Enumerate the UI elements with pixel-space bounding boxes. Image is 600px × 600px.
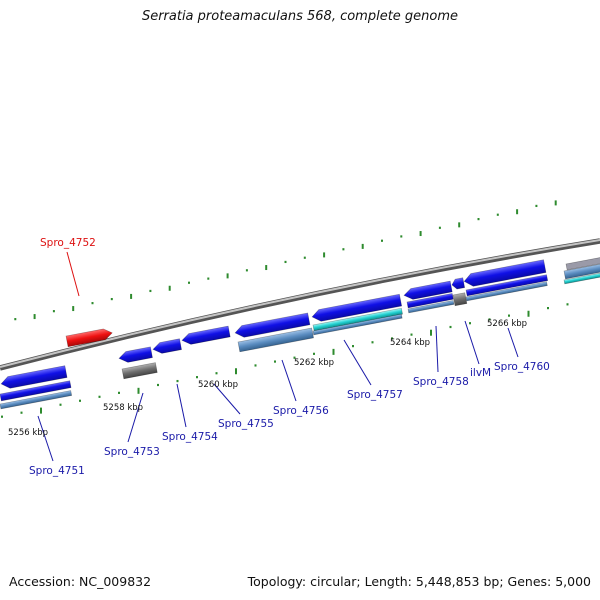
gene-spro-4751 (0, 365, 68, 389)
cds-spro-4757-b (312, 313, 403, 336)
gene-labels: Spro_4752 Spro_4751 Spro_4753 Spro_4754 … (29, 237, 550, 477)
scale-label: 5256 kbp (8, 428, 48, 438)
connector-spro-4753 (127, 392, 144, 443)
cds-spro-4751 (0, 380, 72, 402)
gene-spro-4752 (65, 328, 113, 348)
gene-label-spro-4756[interactable]: Spro_4756 (273, 405, 329, 417)
gene-label-spro-4751[interactable]: Spro_4751 (29, 465, 85, 477)
scale-label: 5260 kbp (198, 380, 238, 390)
gene-label-spro-4760[interactable]: Spro_4760 (494, 361, 550, 373)
gene-spro-4756 (234, 312, 311, 338)
cds-next-b (563, 272, 600, 285)
genome-backbone-highlight (0, 239, 600, 368)
cds-spro-4760-b (465, 281, 548, 302)
gene-next (565, 256, 600, 271)
connector-spro-4755 (213, 383, 241, 415)
genome-summary-text: Topology: circular; Length: 5,448,853 bp… (247, 574, 591, 589)
gene-spro-4757 (311, 293, 403, 322)
connector-spro-4751 (37, 415, 54, 462)
gene-label-spro-4752[interactable]: Spro_4752 (40, 237, 96, 249)
gene-spro-4753 (118, 346, 153, 363)
cds-spro-4758 (406, 293, 454, 309)
gene-label-spro-4757[interactable]: Spro_4757 (347, 389, 403, 401)
gene-label-spro-4755[interactable]: Spro_4755 (218, 418, 274, 430)
scale-label: 5266 kbp (487, 319, 527, 329)
cds-next (563, 263, 600, 280)
connector-spro-4752 (66, 251, 80, 297)
scale-label: 5262 kbp (294, 358, 334, 368)
cds-spro-4758-b (407, 300, 455, 314)
scale-label: 5264 kbp (390, 338, 430, 348)
label-connectors (37, 251, 519, 462)
outer-scale-ticks (14, 200, 557, 321)
gene-spro-4758 (403, 280, 453, 300)
gene-ilvm (451, 277, 466, 290)
gene-label-spro-4758[interactable]: Spro_4758 (413, 376, 469, 388)
cds-spro-4756 (237, 327, 314, 353)
connector-spro-4760 (507, 327, 519, 358)
gene-label-spro-4753[interactable]: Spro_4753 (104, 446, 160, 458)
cds-spro-4760 (465, 274, 549, 297)
scale-labels: 5256 kbp 5258 kbp 5260 kbp 5262 kbp 5264… (8, 319, 527, 438)
accession-text: Accession: NC_009832 (9, 574, 152, 589)
gene-label-spro-4754[interactable]: Spro_4754 (162, 431, 218, 443)
gene-label-ilvm[interactable]: ilvM (470, 367, 491, 379)
scale-label: 5258 kbp (103, 403, 143, 413)
connector-spro-4758 (435, 325, 439, 373)
map-title: Serratia proteamaculans 568, complete ge… (141, 9, 459, 24)
connector-ilvm (464, 320, 480, 365)
cds-ilvm (452, 292, 468, 307)
genome-backbone (0, 238, 600, 371)
cds-spro-4753 (121, 362, 158, 380)
gene-spro-4760 (463, 259, 547, 287)
gene-features (0, 256, 600, 410)
connector-spro-4756 (281, 359, 297, 402)
gene-spro-4754 (152, 338, 182, 354)
cds-spro-4757 (312, 307, 403, 332)
cds-spro-4751-b (0, 390, 73, 410)
gene-spro-4755 (181, 325, 231, 345)
connector-spro-4757 (343, 339, 372, 386)
connector-spro-4754 (176, 383, 187, 428)
inner-scale-ticks (1, 303, 569, 418)
